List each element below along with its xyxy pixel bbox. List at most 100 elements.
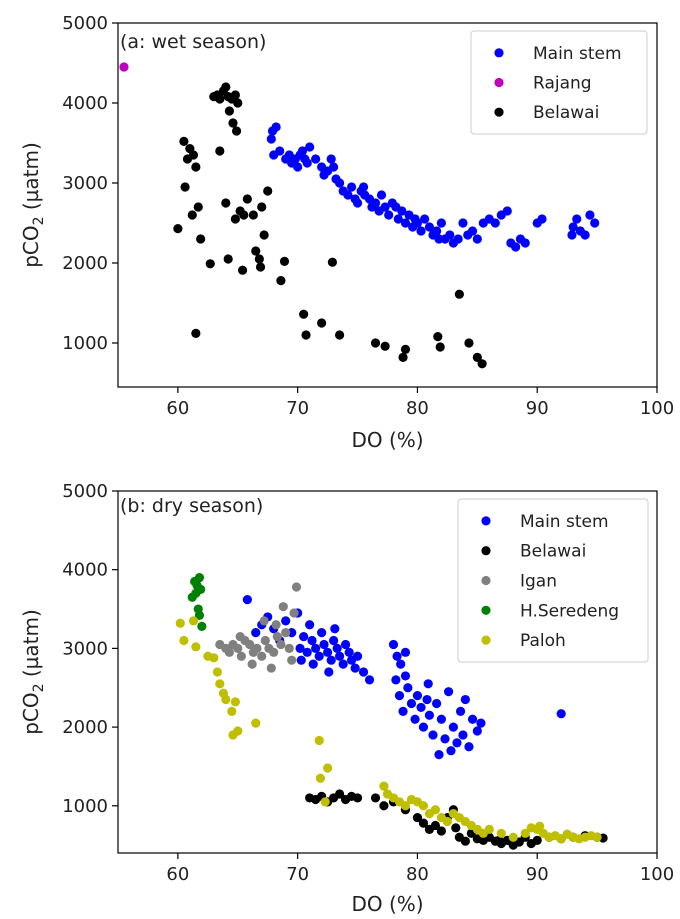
series-main_stem <box>266 122 600 252</box>
data-point <box>370 198 381 208</box>
data-point <box>346 182 357 192</box>
data-point <box>436 218 446 228</box>
data-point <box>458 218 468 228</box>
data-point <box>490 218 500 228</box>
data-point <box>314 735 324 746</box>
data-point <box>233 726 243 736</box>
x-tick-label: 70 <box>286 864 309 885</box>
data-point <box>537 214 547 224</box>
x-tick-label: 90 <box>526 864 549 885</box>
data-point <box>440 734 450 744</box>
panel-title: (a: wet season) <box>120 31 266 53</box>
data-point <box>416 226 426 236</box>
data-point <box>251 628 261 638</box>
data-point <box>236 651 246 661</box>
data-point <box>315 773 326 783</box>
data-point <box>370 793 381 803</box>
data-point <box>248 210 258 220</box>
panel-title: (b: dry season) <box>120 495 263 517</box>
data-point <box>329 635 339 646</box>
legend-marker <box>481 575 491 586</box>
data-point <box>271 122 281 132</box>
data-point <box>233 643 243 653</box>
legend-label: Belawai <box>520 542 586 562</box>
data-point <box>221 82 231 92</box>
data-point <box>352 198 363 208</box>
data-point <box>358 182 369 192</box>
data-point <box>472 352 482 362</box>
data-point <box>467 714 478 724</box>
data-point <box>324 667 334 677</box>
data-point <box>398 706 408 716</box>
data-point <box>418 818 429 828</box>
x-tick-label: 100 <box>640 864 674 885</box>
data-point <box>526 823 536 833</box>
data-point <box>443 687 454 697</box>
legend-marker <box>481 635 491 645</box>
data-point <box>230 697 240 707</box>
data-point <box>358 667 369 677</box>
data-point <box>223 254 233 264</box>
data-point <box>311 154 321 164</box>
series-paloh <box>175 616 602 844</box>
data-point <box>352 793 363 803</box>
data-point <box>585 210 595 220</box>
data-point <box>476 718 486 728</box>
y-tick-label: 1000 <box>62 333 108 354</box>
data-point <box>567 230 577 240</box>
data-point <box>532 835 542 846</box>
data-point <box>293 162 303 172</box>
legend-label: Main stem <box>533 44 622 64</box>
data-point <box>191 162 201 172</box>
data-point <box>180 182 190 192</box>
data-point <box>173 224 183 234</box>
y-tick-label: 4000 <box>62 93 108 114</box>
data-point <box>334 651 345 661</box>
data-point <box>308 659 318 669</box>
data-point <box>311 643 321 653</box>
data-point <box>590 218 600 228</box>
data-point <box>412 812 423 823</box>
data-point <box>301 330 311 340</box>
data-point <box>257 202 267 212</box>
data-point <box>400 218 411 228</box>
data-point <box>307 635 317 646</box>
legend-label: Rajang <box>533 74 592 94</box>
data-point <box>453 234 463 244</box>
data-point <box>496 828 506 838</box>
data-point <box>467 226 478 236</box>
data-point <box>278 602 288 612</box>
data-point <box>494 835 504 846</box>
y-tick-label: 5000 <box>62 481 108 502</box>
legend-label: Main stem <box>520 512 609 532</box>
data-point <box>302 647 312 657</box>
legend-marker <box>494 77 504 88</box>
data-point <box>410 714 420 724</box>
data-point <box>271 620 281 630</box>
legend: Main stem Rajang Belawai <box>470 30 648 135</box>
data-point <box>434 750 444 760</box>
data-point <box>430 820 441 831</box>
data-point <box>231 126 242 136</box>
data-point <box>400 647 411 657</box>
x-tick-label: 100 <box>640 398 674 419</box>
data-point <box>380 341 390 351</box>
data-point <box>418 722 429 732</box>
data-point <box>221 694 231 705</box>
legend-label: Belawai <box>533 103 599 123</box>
data-point <box>422 694 432 705</box>
data-point <box>257 651 267 661</box>
data-point <box>233 98 243 108</box>
data-point <box>263 186 273 196</box>
data-point <box>432 698 442 709</box>
legend-marker <box>481 605 491 615</box>
legend-marker <box>494 107 504 117</box>
y-axis-label: pCO2 (µatm) <box>19 609 47 735</box>
data-point <box>343 190 353 200</box>
data-point <box>276 639 286 650</box>
data-point <box>302 158 312 168</box>
series-rajang <box>119 62 129 72</box>
data-point <box>396 659 406 669</box>
data-point <box>179 136 189 146</box>
